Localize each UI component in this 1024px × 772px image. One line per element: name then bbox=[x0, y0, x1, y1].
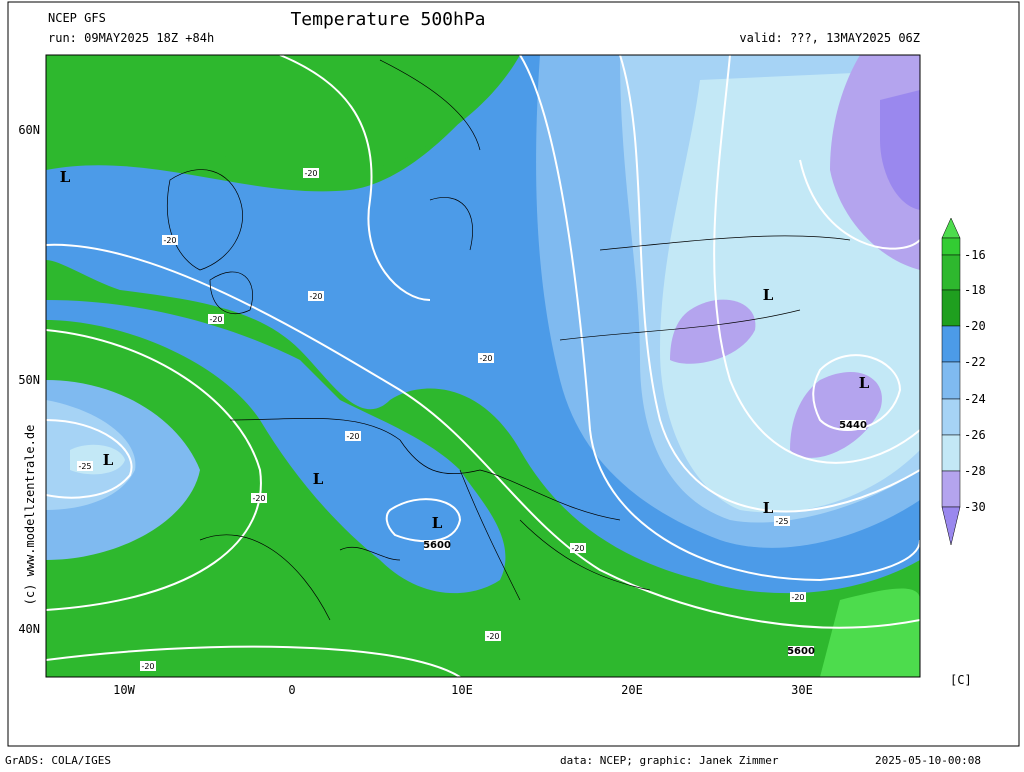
contour-label: -20 bbox=[791, 593, 804, 602]
colorbar-label: -18 bbox=[964, 283, 986, 297]
contour-label: -25 bbox=[78, 462, 91, 471]
contour-label: -25 bbox=[775, 517, 788, 526]
valid-time: valid: ???, 13MAY2025 06Z bbox=[739, 31, 920, 45]
lon-label: 0 bbox=[288, 683, 295, 697]
contour-label: 5440 bbox=[839, 420, 867, 431]
lon-label: 10W bbox=[113, 683, 135, 697]
contour-label-box bbox=[140, 661, 156, 671]
colorbar-label: -26 bbox=[964, 428, 986, 442]
contour-label: 5600 bbox=[787, 646, 815, 657]
contour-label-box bbox=[774, 516, 790, 526]
lat-label: 40N bbox=[18, 622, 40, 636]
software-credit: GrADS: COLA/IGES bbox=[5, 754, 111, 767]
model-name: NCEP GFS bbox=[48, 11, 106, 25]
low-marker: L bbox=[763, 286, 774, 304]
contour-label: -20 bbox=[479, 354, 492, 363]
lat-label: 50N bbox=[18, 373, 40, 387]
contour-label-box bbox=[303, 168, 319, 178]
contour-label-box bbox=[840, 420, 866, 430]
contour-label-box bbox=[345, 431, 361, 441]
lon-label: 20E bbox=[621, 683, 643, 697]
lon-label: 10E bbox=[451, 683, 473, 697]
contour-label-box bbox=[77, 461, 93, 471]
contour-label: -20 bbox=[209, 315, 222, 324]
colorbar-label: -20 bbox=[964, 319, 986, 333]
colorbar-label: -22 bbox=[964, 355, 986, 369]
contour-label-box bbox=[485, 631, 501, 641]
contour-label-box bbox=[162, 235, 178, 245]
colorbar-unit: [C] bbox=[950, 673, 972, 687]
contour-label: -20 bbox=[163, 236, 176, 245]
contour-label-box bbox=[570, 543, 586, 553]
colorbar-label: -24 bbox=[964, 392, 986, 406]
contour-label-box bbox=[424, 540, 450, 550]
colorbar bbox=[941, 217, 961, 546]
contour-label-box bbox=[478, 353, 494, 363]
contour-label-box bbox=[308, 291, 324, 301]
lon-label: 30E bbox=[791, 683, 813, 697]
contour-label: 5600 bbox=[423, 540, 451, 551]
contour-label: -20 bbox=[304, 169, 317, 178]
map-border bbox=[45, 54, 921, 678]
copyright: (c) www.modellzentrale.de bbox=[23, 425, 37, 606]
map-title: Temperature 500hPa bbox=[290, 9, 485, 30]
low-marker: L bbox=[313, 470, 324, 488]
lat-label: 60N bbox=[18, 123, 40, 137]
contour-label: -20 bbox=[571, 544, 584, 553]
low-marker: L bbox=[103, 451, 114, 469]
colorbar-label: -16 bbox=[964, 248, 986, 262]
contour-label: -20 bbox=[252, 494, 265, 503]
low-marker: L bbox=[60, 168, 71, 186]
frame bbox=[7, 1, 1020, 747]
contour-label-box bbox=[788, 646, 814, 656]
map-field bbox=[46, 55, 920, 677]
data-credit: data: NCEP; graphic: Janek Zimmer bbox=[560, 754, 779, 767]
low-marker: L bbox=[432, 514, 443, 532]
low-marker: L bbox=[763, 499, 774, 517]
colorbar-label: -28 bbox=[964, 464, 986, 478]
run-info: run: 09MAY2025 18Z +84h bbox=[48, 31, 214, 45]
contour-label: -20 bbox=[346, 432, 359, 441]
low-marker: L bbox=[859, 374, 870, 392]
contour-label-box bbox=[251, 493, 267, 503]
timestamp: 2025-05-10-00:08 bbox=[875, 754, 981, 767]
contour-label-box bbox=[790, 592, 806, 602]
colorbar-label: -30 bbox=[964, 500, 986, 514]
contour-label: -20 bbox=[309, 292, 322, 301]
contour-label-box bbox=[208, 314, 224, 324]
contour-label: -20 bbox=[141, 662, 154, 671]
contour-label: -20 bbox=[486, 632, 499, 641]
